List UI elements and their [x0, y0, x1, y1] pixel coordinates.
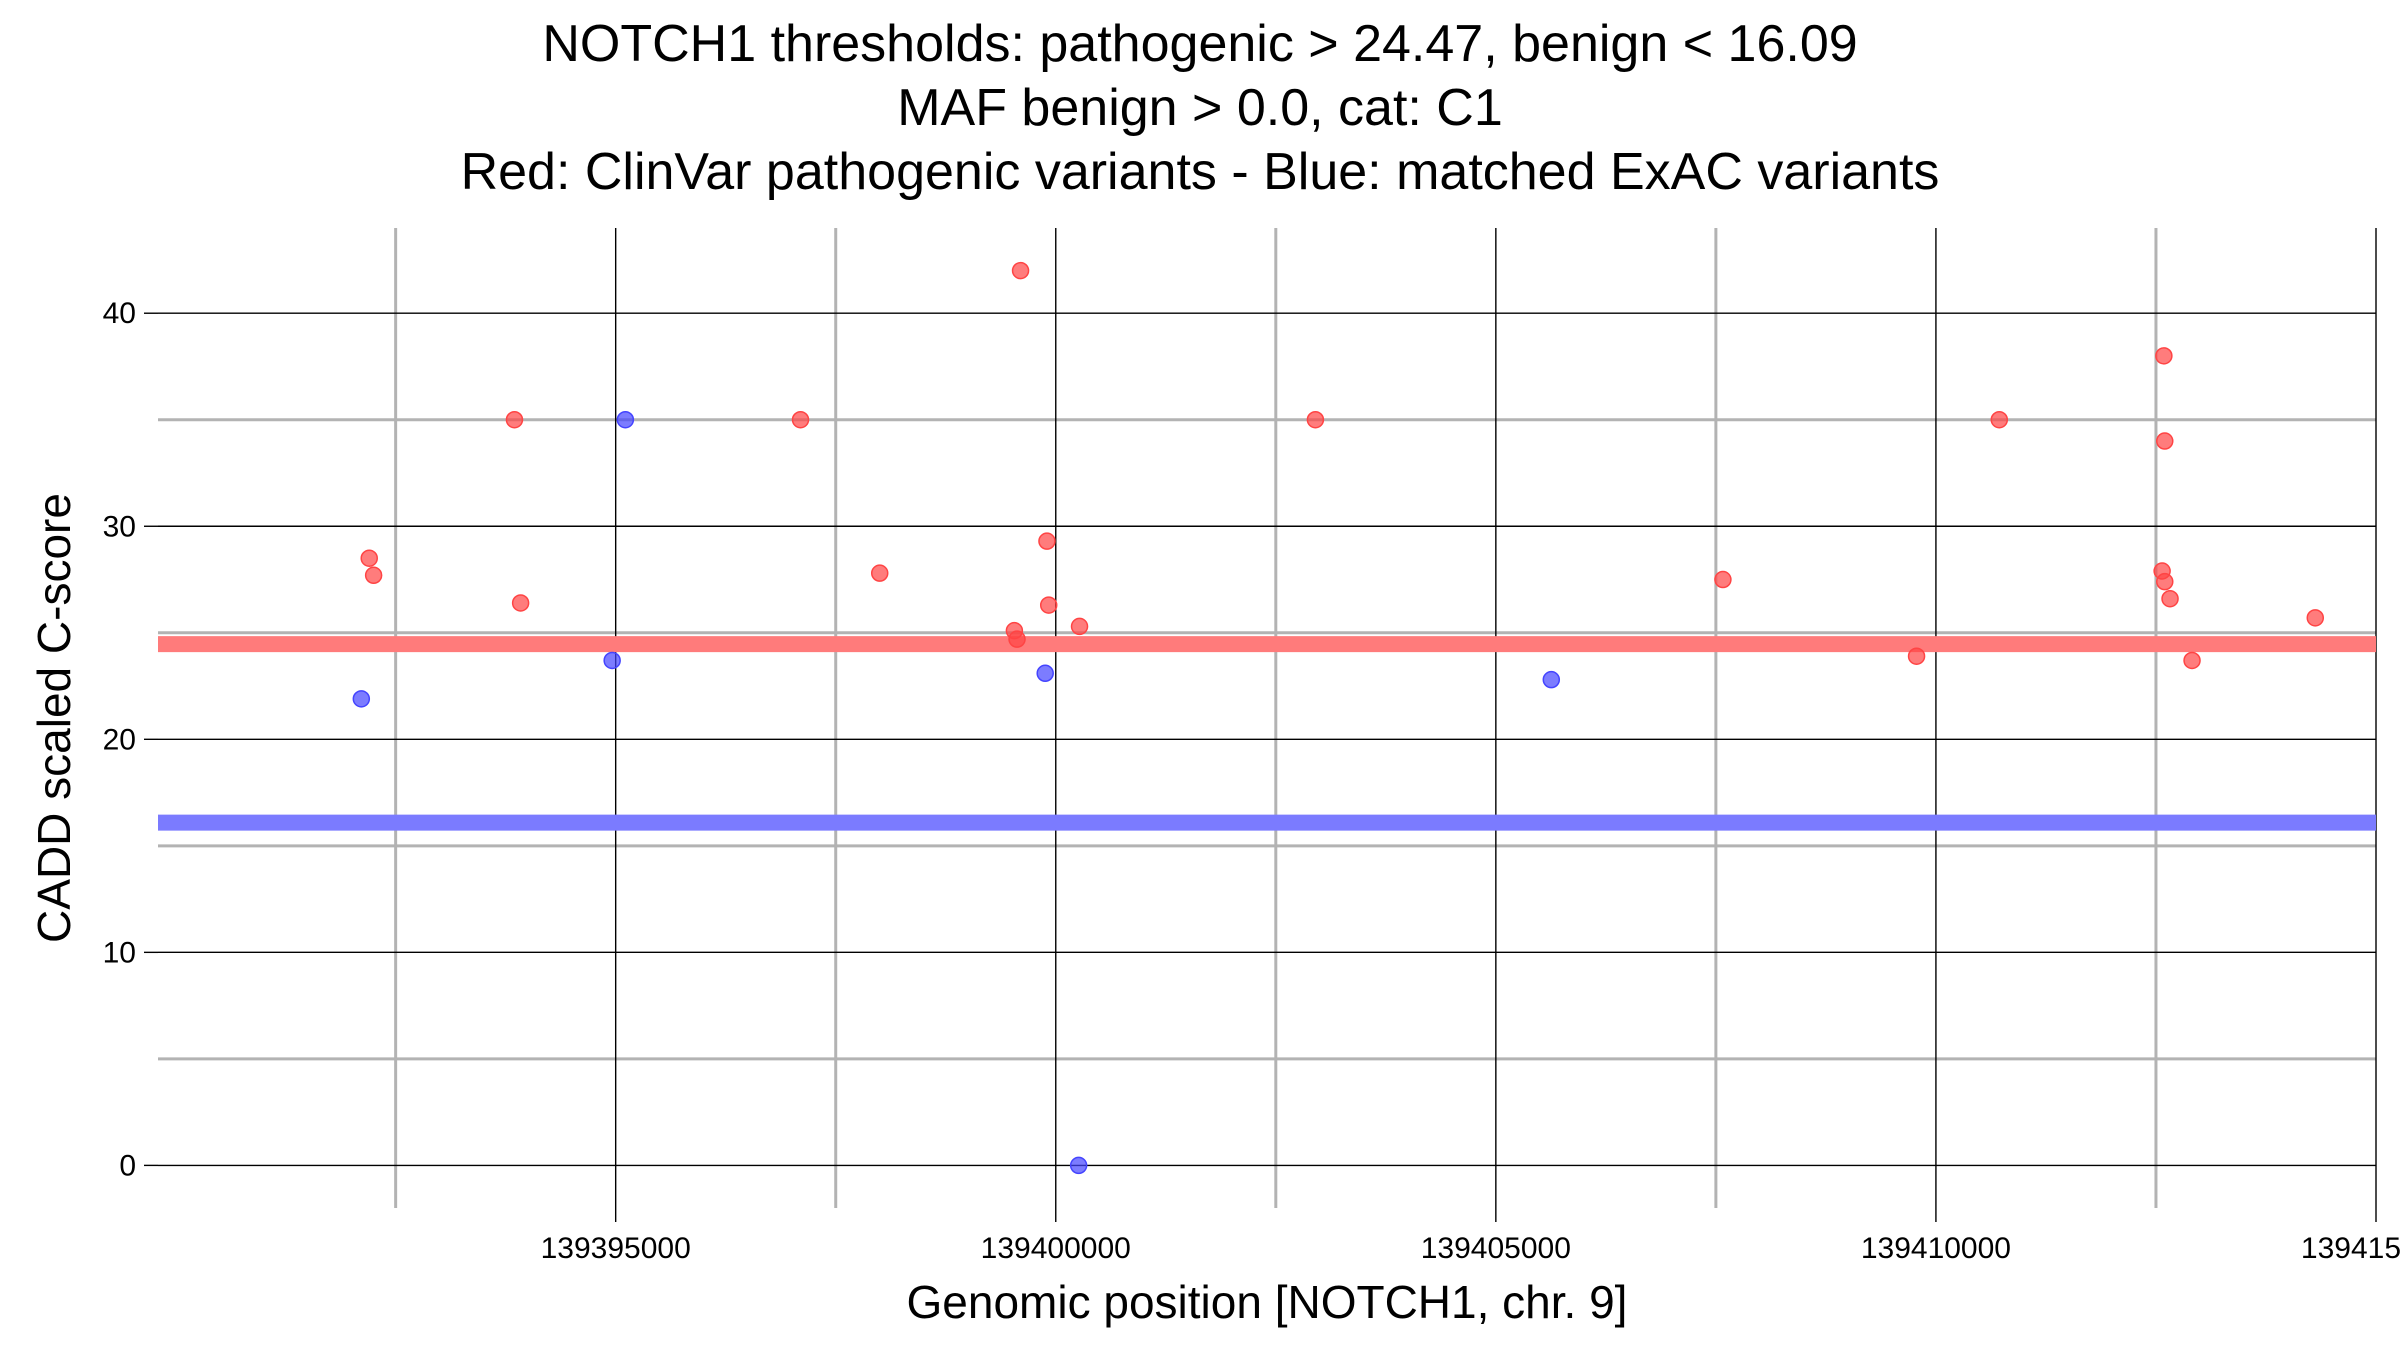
benign-point: [616, 410, 635, 429]
benign-point: [352, 690, 371, 708]
pathogenic-point: [505, 410, 524, 429]
minor-grid: [158, 228, 2376, 1208]
pathogenic-point: [1011, 261, 1030, 280]
x-tick-label: 139410000: [1861, 1232, 2011, 1265]
x-tick-label: 139415000: [2301, 1232, 2400, 1265]
pathogenic-point: [364, 566, 383, 585]
pathogenic-point: [1714, 570, 1732, 589]
threshold-lines: [158, 636, 2376, 831]
pathogenic-point: [1039, 596, 1058, 614]
pathogenic-point: [2156, 432, 2174, 450]
major-grid: [158, 228, 2377, 1208]
x-tick-label: 139400000: [981, 1232, 1131, 1265]
y-tick-label: 20: [103, 723, 136, 756]
benign-point: [1069, 1156, 1088, 1175]
pathogenic-point: [2183, 651, 2201, 670]
title-line-2: MAF benign > 0.0, cat: C1: [897, 79, 1503, 137]
y-tick-label: 0: [119, 1149, 136, 1182]
pathogenic-point: [1008, 630, 1026, 648]
pathogenic-point: [1907, 647, 1926, 665]
y-tick-label: 30: [103, 510, 136, 543]
chart-title: NOTCH1 thresholds: pathogenic > 24.47, b…: [0, 12, 2400, 204]
pathogenic-point: [1306, 410, 1325, 429]
y-tick-label: 10: [103, 936, 136, 969]
data-points: [352, 261, 2325, 1175]
x-axis-title: Genomic position [NOTCH1, chr. 9]: [907, 1276, 1628, 1328]
pathogenic-point: [1038, 532, 1056, 550]
y-axis-ticks: 0 10 20 30 40: [103, 297, 158, 1182]
pathogenic-point: [1070, 617, 1089, 636]
pathogenic-point: [2155, 347, 2173, 365]
x-axis-ticks: 139395000 139400000 139405000 139410000 1394…: [541, 1208, 2400, 1265]
title-line-1: NOTCH1 thresholds: pathogenic > 24.47, b…: [542, 15, 1858, 73]
pathogenic-point: [2306, 609, 2325, 627]
pathogenic-point: [791, 410, 810, 429]
pathogenic-point: [511, 594, 530, 612]
pathogenic-point: [870, 564, 889, 582]
benign-point: [1542, 670, 1561, 689]
benign-point: [603, 651, 621, 670]
x-tick-label: 139405000: [1421, 1232, 1571, 1265]
pathogenic-point: [2161, 589, 2179, 608]
title-line-3: Red: ClinVar pathogenic variants - Blue:…: [460, 143, 1940, 201]
x-tick-label: 139395000: [541, 1232, 691, 1265]
pathogenic-point: [2156, 572, 2174, 591]
pathogenic-point: [1990, 410, 2009, 429]
y-axis-title: CADD scaled C-score: [28, 493, 80, 943]
benign-point: [1036, 664, 1054, 683]
pathogenic-point: [360, 549, 378, 567]
y-tick-label: 40: [103, 297, 136, 330]
